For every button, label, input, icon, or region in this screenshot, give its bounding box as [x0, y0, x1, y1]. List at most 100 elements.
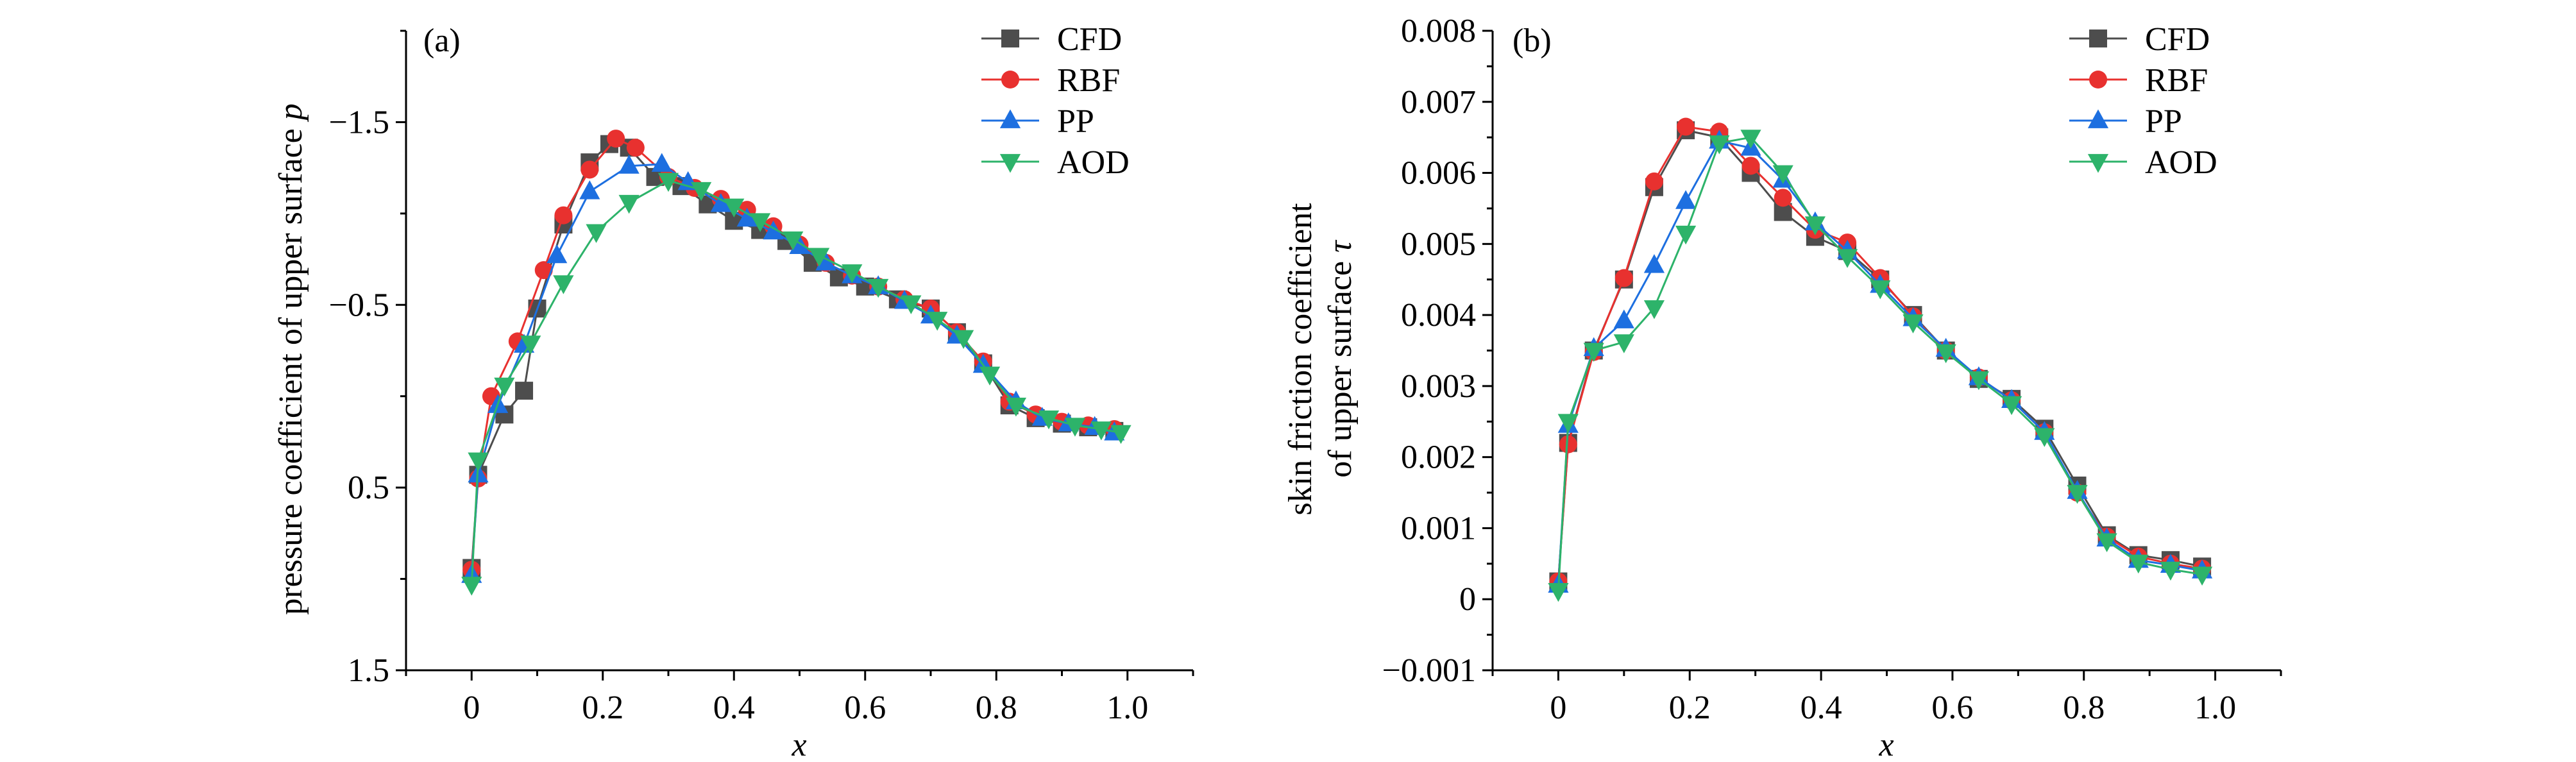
data-point: [1643, 254, 1665, 273]
data-point: [1614, 269, 1633, 287]
y-axis-title: pressure coefficient of upper surface p: [273, 103, 309, 614]
series-line: [1557, 129, 2203, 582]
legend: CFD RBF PP AOD: [2069, 21, 2217, 181]
legend-label: AOD: [1057, 144, 1130, 181]
data-point: [710, 193, 731, 212]
plot-area: 1.5 0.5 −0.5 −1.5 0 0.2 0.4 0.6 0.8 1.0: [329, 30, 1194, 726]
legend-marker: [999, 109, 1021, 128]
data-point: [520, 335, 541, 355]
data-point: [1038, 410, 1060, 430]
data-point: [1613, 334, 1634, 353]
y-tick-label: −0.001: [1382, 652, 1476, 689]
data-point: [626, 139, 645, 157]
x-axis-title: x: [791, 727, 806, 762]
y-tick-label: 0.007: [1401, 84, 1476, 121]
series-aod: [1548, 130, 2213, 602]
legend-label: CFD: [1057, 21, 1122, 58]
data-point: [691, 182, 712, 201]
y-tick-label: 0.004: [1401, 297, 1476, 334]
y-tick-label: 0.002: [1401, 439, 1476, 476]
legend-marker: [2087, 154, 2109, 173]
y-axis-title-line1: skin friction coefficient: [1282, 203, 1319, 516]
legend-label: CFD: [2145, 21, 2210, 58]
x-tick-label: 0.2: [1669, 690, 1711, 726]
data-point: [1774, 203, 1792, 221]
data-point: [1902, 314, 1924, 334]
data-point: [1675, 225, 1697, 245]
data-point: [1557, 414, 1579, 433]
panel-a-pressure-chart: 1.5 0.5 −0.5 −1.5 0 0.2 0.4 0.6 0.8 1.0 (a) x pre…: [273, 21, 1194, 762]
y-axis-title-main: pressure coefficient of upper surface: [273, 120, 309, 614]
data-point: [547, 244, 568, 264]
panel-label: (b): [1513, 22, 1552, 59]
series-cfd: [1549, 121, 2212, 591]
x-tick-label: 0.4: [1801, 690, 1842, 726]
y-tick-label: 0.005: [1401, 226, 1476, 262]
data-point: [1643, 300, 1665, 319]
data-point: [534, 261, 553, 280]
x-tick-label: 0.6: [844, 690, 886, 726]
data-point: [618, 155, 640, 174]
legend-item-cfd: CFD: [2069, 21, 2210, 58]
legend: CFD RBF PP AOD: [981, 21, 1130, 181]
panel-label: (a): [423, 22, 461, 59]
x-tick-label: 1.0: [2194, 690, 2236, 726]
y-tick-label: 0.008: [1401, 13, 1476, 49]
data-point: [2192, 566, 2213, 586]
data-point: [580, 160, 599, 179]
data-point: [1559, 435, 1577, 453]
data-point: [1772, 165, 1793, 185]
legend-marker: [999, 154, 1021, 173]
data-point: [927, 312, 948, 331]
y-tick-label: −0.5: [329, 287, 389, 323]
data-point: [1968, 371, 1989, 391]
legend-marker: [2089, 30, 2107, 47]
x-tick-label: 1.0: [1106, 690, 1148, 726]
data-point: [789, 235, 810, 255]
data-point: [1064, 418, 1086, 437]
data-point: [1645, 172, 1663, 190]
data-point: [554, 206, 573, 224]
data-point: [2096, 533, 2117, 552]
data-point: [763, 220, 784, 240]
data-point: [618, 194, 640, 214]
data-point: [815, 251, 836, 271]
data-point: [553, 275, 574, 294]
data-point: [2067, 485, 2088, 504]
plot-area: −0.001 0 0.001 0.002 0.003 0.004 0.005 0.006 0.0…: [1382, 13, 2282, 726]
data-point: [515, 382, 534, 400]
data-point: [1741, 157, 1760, 175]
legend-label: RBF: [2145, 62, 2208, 99]
data-point: [1870, 280, 1891, 300]
legend-marker: [2087, 109, 2109, 128]
legend-item-pp: PP: [981, 103, 1094, 140]
series-line: [1557, 139, 2203, 586]
data-point: [1709, 135, 1730, 155]
y-tick-label: 1.5: [348, 652, 389, 689]
legend-item-rbf: RBF: [2069, 62, 2208, 99]
data-point: [736, 207, 758, 227]
data-point: [657, 173, 679, 192]
legend-marker: [2089, 71, 2107, 89]
y-tick-label: 0.006: [1401, 155, 1476, 192]
data-point: [1675, 190, 1697, 209]
legend-marker: [1001, 71, 1019, 89]
data-point: [1583, 343, 1604, 362]
legend-item-aod: AOD: [2069, 144, 2217, 181]
y-axis-title-var: τ: [1322, 239, 1359, 253]
legend-item-aod: AOD: [981, 144, 1130, 181]
data-point: [724, 198, 745, 217]
data-point: [1110, 425, 1131, 444]
y-axis-title-var: p: [273, 103, 309, 123]
data-point: [1005, 398, 1027, 417]
data-point: [468, 452, 489, 471]
x-tick-label: 0: [1550, 690, 1566, 726]
data-point: [2160, 561, 2182, 581]
legend-item-rbf: RBF: [981, 62, 1120, 99]
x-tick-label: 0.4: [713, 690, 755, 726]
legend-item-pp: PP: [2069, 103, 2182, 140]
panel-b-skin-friction-chart: −0.001 0 0.001 0.002 0.003 0.004 0.005 0.006 0.0…: [1282, 13, 2282, 762]
legend-label: PP: [2145, 103, 2182, 140]
data-point: [1804, 216, 1826, 235]
